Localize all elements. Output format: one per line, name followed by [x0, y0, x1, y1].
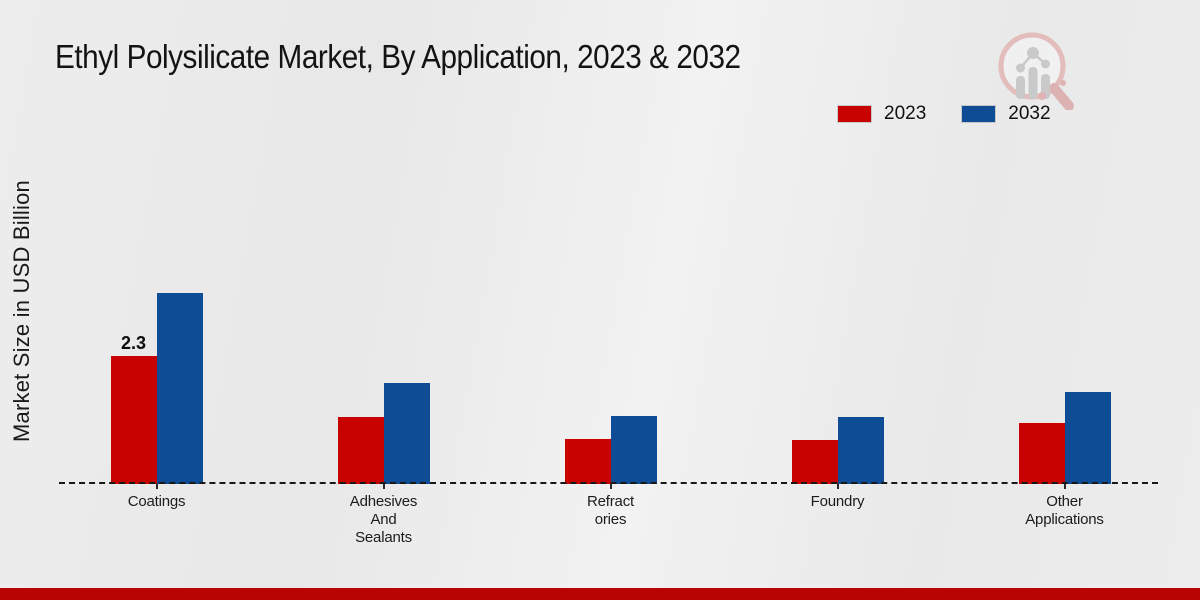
- bar-2023-other-applications: [1018, 423, 1065, 484]
- x-tick-label-line: Sealants: [355, 529, 412, 546]
- x-tick-label-line: And: [370, 511, 397, 528]
- bar-2032-adhesives-and-sealants: [383, 383, 430, 484]
- x-axis-tick: [382, 484, 385, 489]
- x-tick-label-coatings: Coatings: [23, 493, 290, 511]
- plot-area: 2.3 Coatings Adhesives And Sealants Refract or…: [43, 280, 1178, 546]
- bar-2032-foundry: [837, 417, 884, 484]
- legend-label: 2023: [884, 103, 927, 124]
- bar-2023-refractories: [564, 439, 611, 484]
- legend-item-2032: 2032: [962, 103, 1051, 125]
- footer-accent-bar: [0, 588, 1200, 600]
- x-axis-tick: [609, 484, 612, 489]
- legend-swatch-2023: [838, 106, 871, 122]
- x-tick-label-adhesives-and-sealants: Adhesives And Sealants: [250, 493, 517, 547]
- magnifier-chart-logo: [998, 32, 1074, 110]
- x-axis-tick: [1063, 484, 1066, 489]
- x-axis-tick: [155, 484, 158, 489]
- bar-2023-foundry: [791, 440, 838, 484]
- legend-item-2023: 2023: [838, 103, 926, 125]
- bar-2032-coatings: [156, 293, 203, 484]
- bar-group-coatings: 2.3 Coatings: [43, 280, 270, 510]
- x-tick-label-line: Other: [1046, 493, 1083, 510]
- bar-2032-other-applications: [1064, 392, 1111, 484]
- x-tick-label-line: Applications: [1025, 511, 1104, 528]
- x-tick-label-line: Refract: [587, 493, 634, 510]
- x-axis-baseline: [59, 482, 1158, 484]
- bar-group-foundry: Foundry: [724, 280, 951, 510]
- x-tick-label-refractories: Refract ories: [477, 493, 744, 529]
- y-axis-label: Market Size in USD Billion: [9, 180, 34, 442]
- x-tick-label-foundry: Foundry: [704, 493, 971, 511]
- x-axis-tick: [836, 484, 839, 489]
- bar-group-adhesives-and-sealants: Adhesives And Sealants: [270, 280, 497, 546]
- bar-group-refractories: Refract ories: [497, 280, 724, 528]
- x-tick-label-line: Foundry: [810, 493, 865, 510]
- bar-2023-adhesives-and-sealants: [337, 417, 384, 484]
- x-tick-label-line: Adhesives: [349, 493, 418, 510]
- bar-group-other-applications: Other Applications: [951, 280, 1178, 528]
- bar-value-label: 2.3: [120, 333, 147, 353]
- bar-2032-refractories: [610, 416, 657, 484]
- x-tick-label-line: ories: [594, 511, 627, 528]
- x-tick-label-other-applications: Other Applications: [931, 493, 1198, 529]
- legend-swatch-2032: [962, 106, 996, 122]
- bar-2023-coatings: 2.3: [110, 333, 157, 484]
- legend-label: 2032: [1008, 103, 1051, 124]
- legend: 2023 2032: [838, 103, 1051, 125]
- chart-title: Ethyl Polysilicate Market, By Applicatio…: [55, 38, 741, 75]
- x-tick-label-line: Coatings: [127, 493, 186, 510]
